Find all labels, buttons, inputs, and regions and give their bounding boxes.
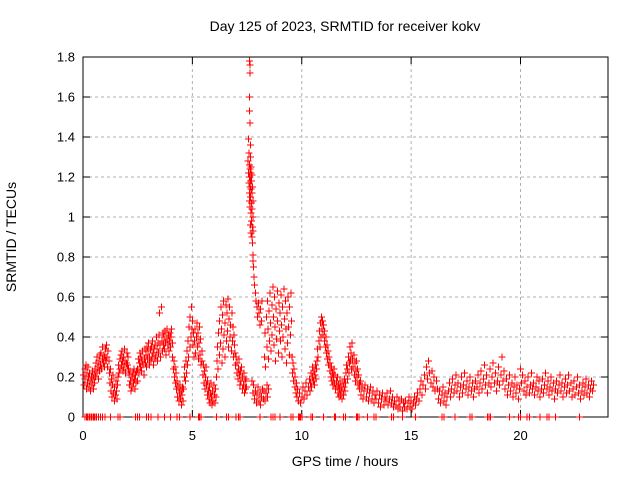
y-tick-label: 0.4 [57,330,75,345]
y-tick-label: 1.2 [57,170,75,185]
y-tick-label: 0.8 [57,250,75,265]
y-tick-labels: 0 0.2 0.4 0.6 0.8 1 1.2 1.4 1.6 1.8 [57,50,75,425]
chart-title: Day 125 of 2023, SRMTID for receiver kok… [210,18,481,34]
y-tick-label: 1.8 [57,50,75,65]
y-tick-label: 0.2 [57,370,75,385]
y-tick-label: 1.6 [57,90,75,105]
x-tick-label: 0 [79,428,86,443]
x-tick-labels: 0 5 10 15 20 [79,428,527,443]
y-tick-label: 0 [68,410,75,425]
x-tick-label: 5 [189,428,196,443]
y-tick-label: 1.4 [57,130,75,145]
x-tick-label: 20 [513,428,527,443]
series-SRMTID [80,57,597,421]
x-tick-label: 15 [404,428,418,443]
x-tick-label: 10 [295,428,309,443]
scatter-points [80,57,597,421]
y-axis-label: SRMTID / TECUs [3,182,19,292]
y-tick-label: 0.6 [57,290,75,305]
y-tick-label: 1 [68,210,75,225]
x-axis-label: GPS time / hours [292,453,399,469]
